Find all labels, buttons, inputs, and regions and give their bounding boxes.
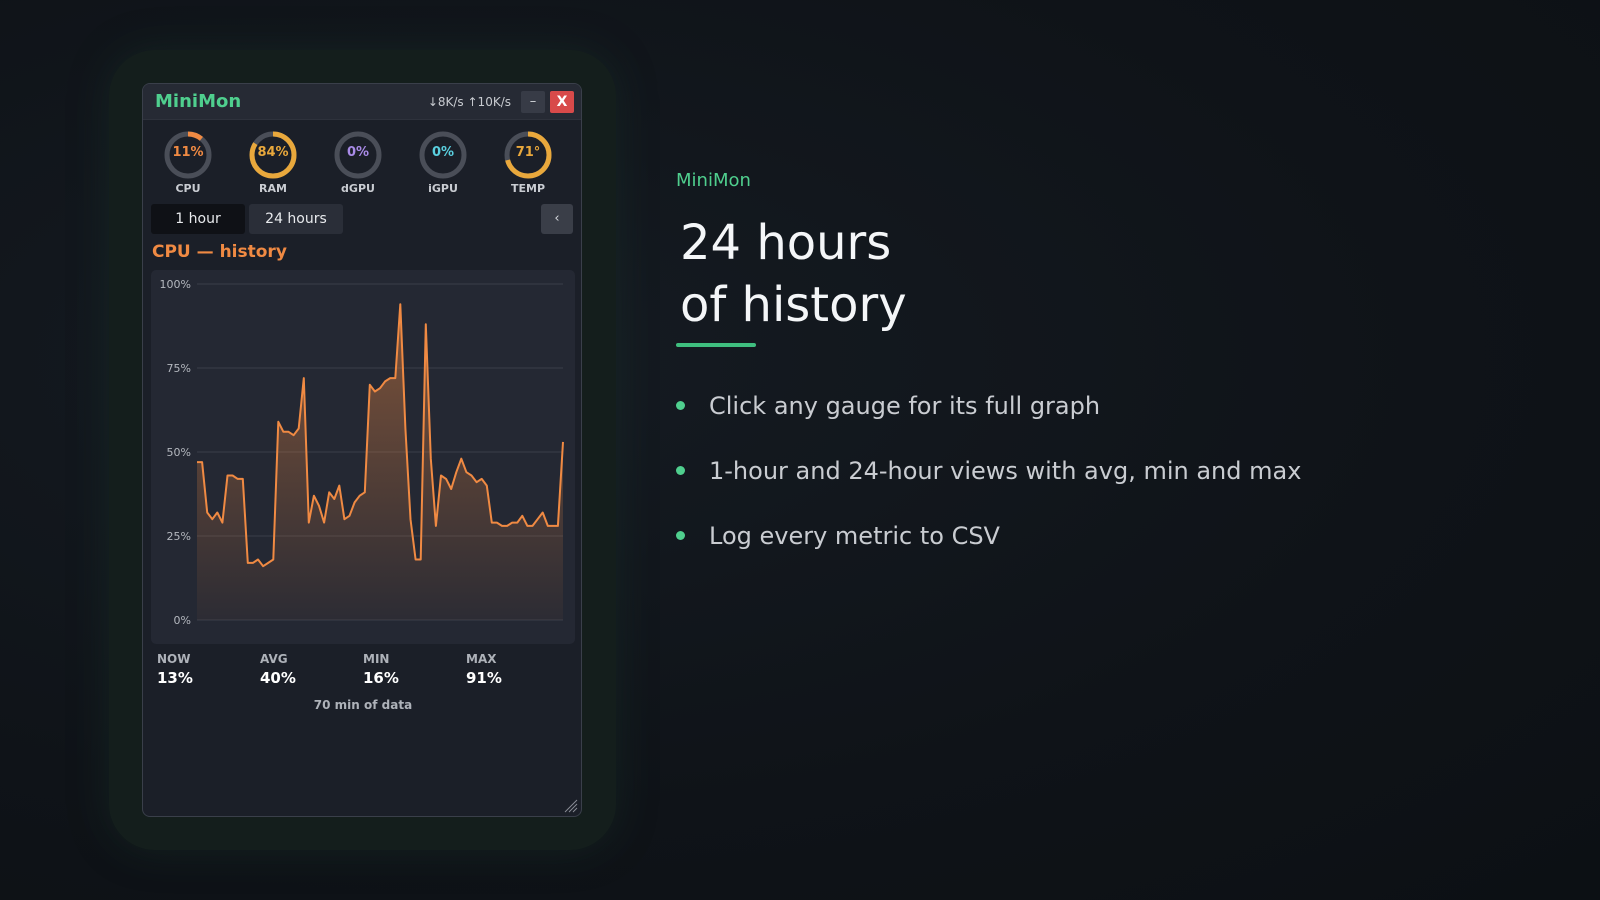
gauge-temp-label: TEMP xyxy=(510,182,546,195)
stat-min-value: 16% xyxy=(363,669,399,687)
bullet-dot-icon xyxy=(676,531,685,540)
y-tick-label: 100% xyxy=(160,278,191,291)
stat-now-value: 13% xyxy=(157,669,193,687)
stat-max-value: 91% xyxy=(466,669,502,687)
app-title: MiniMon xyxy=(155,91,242,112)
headline-line-2: of history xyxy=(680,277,907,333)
stat-min-label: MIN xyxy=(363,652,390,666)
feature-text: Log every metric to CSV xyxy=(709,522,1000,550)
gauge-row: 11% CPU 84% RAM 0% dGPU 0% iGPU 71° TEMP xyxy=(143,130,581,200)
gauge-ram-value: 84% xyxy=(257,145,289,160)
cpu-history-chart: 0% 25% 50% 75% 100% xyxy=(151,270,575,644)
gauge-cpu-label: CPU xyxy=(175,182,201,195)
stat-now: NOW 13% xyxy=(157,652,237,687)
stat-avg-value: 40% xyxy=(260,669,296,687)
net-down-rate: ↓8K/s xyxy=(427,95,464,109)
y-tick-label: 50% xyxy=(167,446,191,459)
y-tick-label: 75% xyxy=(167,362,191,375)
stat-avg: AVG 40% xyxy=(260,652,340,687)
gauge-ram-label: RAM xyxy=(259,182,287,195)
net-up-rate: ↑10K/s xyxy=(467,95,512,109)
minimize-button[interactable]: – xyxy=(521,91,545,113)
stat-now-label: NOW xyxy=(157,652,191,666)
gauge-dgpu-label: dGPU xyxy=(341,182,375,195)
gauge-temp[interactable]: 71° TEMP xyxy=(498,130,558,195)
feature-text: 1-hour and 24-hour views with avg, min a… xyxy=(709,457,1302,485)
stat-max-label: MAX xyxy=(466,652,497,666)
y-tick-label: 25% xyxy=(167,530,191,543)
headline-underline xyxy=(676,343,756,347)
cpu-area-fill xyxy=(197,304,563,620)
slide-headline: 24 hours of history xyxy=(680,212,907,336)
collapse-button[interactable]: ‹ xyxy=(541,204,573,234)
gauge-ram[interactable]: 84% RAM xyxy=(243,130,303,195)
minimon-window: MiniMon ↓8K/s ↑10K/s – X 11% CPU 84% RAM… xyxy=(142,83,582,817)
network-rates: ↓8K/s ↑10K/s xyxy=(428,95,511,109)
gauge-cpu[interactable]: 11% CPU xyxy=(158,130,218,195)
slide-brand: MiniMon xyxy=(676,170,751,191)
gauge-igpu[interactable]: 0% iGPU xyxy=(413,130,473,195)
title-bar[interactable]: MiniMon ↓8K/s ↑10K/s – X xyxy=(143,84,581,120)
headline-line-1: 24 hours xyxy=(680,215,892,271)
gauge-igpu-label: iGPU xyxy=(428,182,458,195)
bullet-dot-icon xyxy=(676,401,685,410)
gauge-temp-value: 71° xyxy=(515,145,541,160)
feature-text: Click any gauge for its full graph xyxy=(709,392,1101,420)
history-title: CPU — history xyxy=(152,242,287,262)
cpu-history-svg: 0% 25% 50% 75% 100% xyxy=(160,278,564,627)
cpu-series-line xyxy=(197,303,564,568)
gauge-dgpu-value: 0% xyxy=(346,145,370,160)
tab-24-hours[interactable]: 24 hours xyxy=(249,204,343,234)
stat-max: MAX 91% xyxy=(466,652,546,687)
bullet-dot-icon xyxy=(676,466,685,475)
gauge-dgpu[interactable]: 0% dGPU xyxy=(328,130,388,195)
tab-1-hour[interactable]: 1 hour xyxy=(151,204,245,234)
stat-avg-label: AVG xyxy=(260,652,288,666)
gauge-cpu-value: 11% xyxy=(172,145,204,160)
stat-min: MIN 16% xyxy=(363,652,443,687)
resize-grip-icon[interactable] xyxy=(562,797,578,813)
close-button[interactable]: X xyxy=(550,91,574,113)
y-tick-label: 0% xyxy=(174,614,191,627)
gauge-igpu-value: 0% xyxy=(431,145,455,160)
data-duration-note: 70 min of data xyxy=(313,698,413,712)
